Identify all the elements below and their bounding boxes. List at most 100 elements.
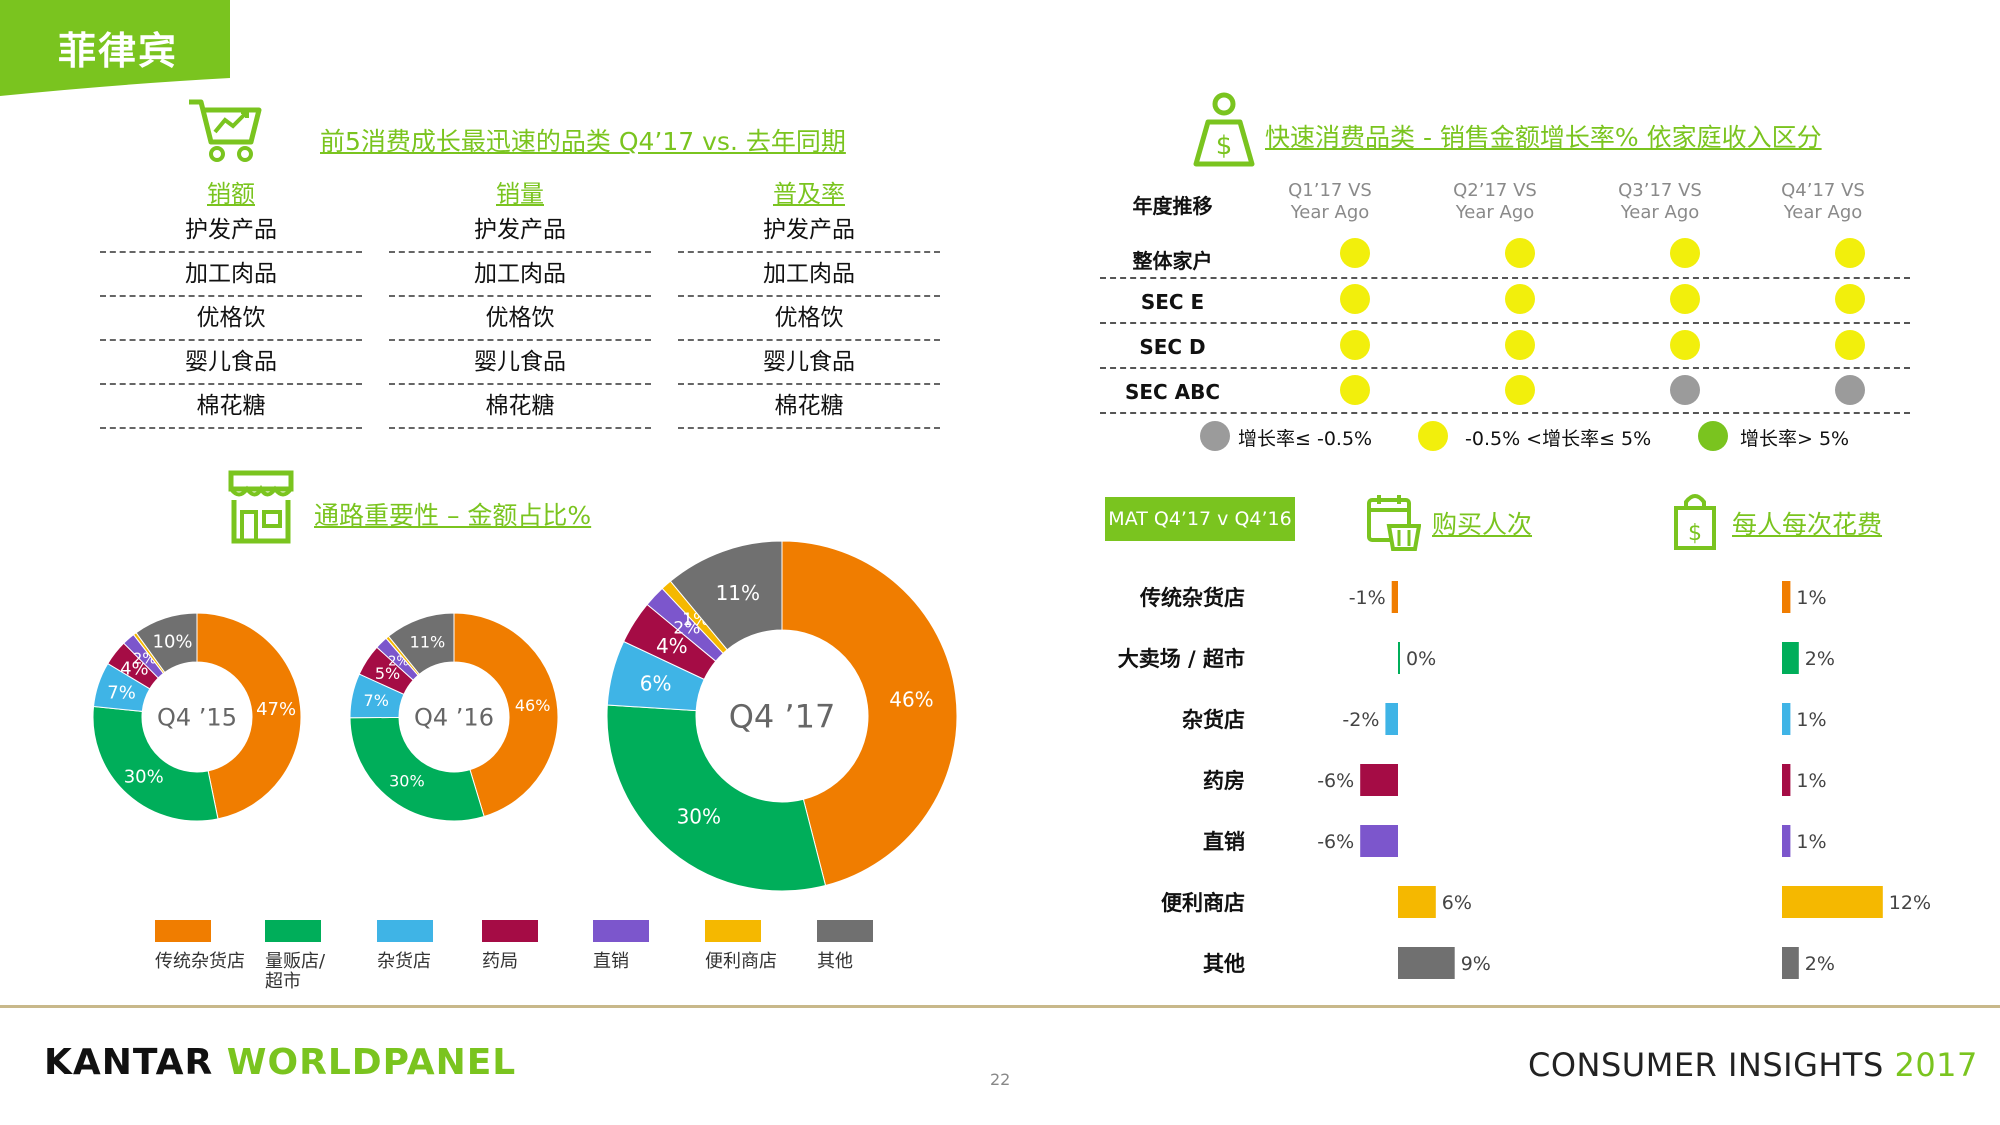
period-line: Q3’17 VS (1618, 180, 1702, 201)
period-line: Year Ago (1455, 202, 1535, 223)
status-dot (1505, 375, 1535, 405)
penetration-column: 普及率 护发产品 加工肉品 优格饮 婴儿食品 棉花糖 (678, 174, 940, 429)
table-cell: 优格饮 (678, 297, 940, 341)
table-cell: 婴儿食品 (100, 341, 362, 385)
period-line: Year Ago (1783, 202, 1863, 223)
shopper-money-icon: $ (1193, 92, 1255, 167)
period-header: Q3’17 VS Year Ago (1595, 180, 1725, 224)
spend-value-label: 1% (1796, 587, 1826, 609)
shoppers-bar (1398, 642, 1400, 674)
status-dot (1340, 238, 1370, 268)
bar-category-label: 杂货店 (1182, 708, 1245, 732)
legend-swatch (265, 920, 321, 942)
donut-slice (606, 704, 827, 892)
shoppers-header: 购买人次 (1432, 510, 1533, 539)
svg-text:$: $ (1216, 131, 1233, 161)
mat-badge: MAT Q4’17 v Q4’16 (1105, 497, 1295, 541)
status-dot (1835, 330, 1865, 360)
channel-title: 通路重要性 – 金额占比% (314, 501, 592, 530)
legend-dot-high (1698, 421, 1728, 451)
top-categories-title: 前5消费成长最迅速的品类 Q4’17 vs. 去年同期 (320, 127, 846, 156)
grid-divider (1100, 277, 1910, 279)
period-line: Q4’17 VS (1781, 180, 1865, 201)
store-icon (228, 470, 294, 544)
status-dot (1505, 284, 1535, 314)
bar-category-label: 药房 (1203, 769, 1245, 793)
spend-bar (1782, 642, 1799, 674)
legend-swatch (482, 920, 538, 942)
footer-tagline: CONSUMER INSIGHTS 2017 (1528, 1046, 1978, 1084)
brand-worldpanel: WORLDPANEL (226, 1042, 517, 1083)
table-cell: 加工肉品 (389, 253, 651, 297)
shoppers-bar (1398, 886, 1436, 918)
legend-label: 直销 (593, 951, 629, 972)
country-tab (0, 0, 230, 96)
donut-value-label: 30% (677, 805, 721, 829)
shoppers-value-label: -2% (1342, 709, 1379, 731)
spend-header: 每人每次花费 (1732, 510, 1883, 539)
shoppers-value-label: -6% (1317, 770, 1354, 792)
donut-value-label: 5% (375, 664, 400, 683)
status-dot (1835, 284, 1865, 314)
status-dot (1670, 284, 1700, 314)
shopping-basket-icon (1367, 495, 1421, 551)
donut-value-label: 4% (656, 634, 688, 658)
footer-rule (0, 1005, 2000, 1008)
shoppers-bar (1385, 703, 1398, 735)
shoppers-bar (1360, 825, 1398, 857)
donut-value-label: 7% (107, 682, 136, 703)
shoppers-value-label: 9% (1461, 953, 1491, 975)
grid-row-label: SEC E (1140, 290, 1205, 314)
table-cell: 护发产品 (100, 209, 362, 253)
legend-swatch (593, 920, 649, 942)
donut-slice (387, 612, 455, 675)
table-cell: 护发产品 (678, 209, 940, 253)
status-dot (1340, 375, 1370, 405)
period-line: Q1’17 VS (1288, 180, 1372, 201)
status-dot (1835, 238, 1865, 268)
donut-value-label: 2% (673, 619, 700, 639)
shopping-bag-icon: $ (1674, 494, 1716, 550)
bar-category-label: 传统杂货店 (1139, 586, 1245, 610)
donut-value-label: 4% (120, 658, 149, 679)
table-cell: 棉花糖 (678, 385, 940, 429)
status-dot (1835, 375, 1865, 405)
page-number: 22 (990, 1070, 1011, 1089)
bar-category-label: 其他 (1203, 952, 1245, 976)
period-header: Q1’17 VS Year Ago (1265, 180, 1395, 224)
shoppers-value-label: 0% (1406, 648, 1436, 670)
shoppers-value-label: 6% (1442, 892, 1472, 914)
table-cell: 优格饮 (100, 297, 362, 341)
grid-row-header: 年度推移 (1132, 194, 1213, 218)
donut-value-label: 46% (515, 696, 551, 715)
donut-center-label: Q4 ’17 (729, 698, 836, 736)
donut-slice (669, 540, 783, 651)
status-dot (1670, 330, 1700, 360)
legend-label: 药局 (482, 951, 518, 972)
spend-value-label: 2% (1805, 648, 1835, 670)
country-label: 菲律宾 (58, 29, 179, 73)
donut-slice (349, 716, 485, 822)
period-line: Q2’17 VS (1453, 180, 1537, 201)
legend-dot-mid (1418, 421, 1448, 451)
legend-label-high: 增长率> 5% (1740, 428, 1850, 450)
donut-center-label: Q4 ’16 (414, 704, 494, 732)
legend-label: 量贩店/超市 (265, 951, 326, 992)
spend-bar (1782, 825, 1791, 857)
status-dot (1670, 375, 1700, 405)
grid-row-label: SEC ABC (1124, 380, 1221, 404)
donut-slice (453, 612, 559, 818)
spend-bar (1782, 703, 1791, 735)
brand-kantar: KANTAR (44, 1042, 214, 1083)
channel-donut-charts: 47%30%7%4%2%10%Q4 ’15 46%30%7%5%2%11%Q4 ’… (92, 540, 958, 892)
volume-column: 销量 护发产品 加工肉品 优格饮 婴儿食品 棉花糖 (389, 174, 651, 429)
donut-value-label: 10% (153, 632, 193, 653)
spend-value-label: 2% (1805, 953, 1835, 975)
svg-text:$: $ (1688, 521, 1702, 546)
status-dot (1505, 330, 1535, 360)
shoppers-bar (1398, 947, 1455, 979)
donut-value-label: 30% (124, 766, 164, 787)
spend-value-label: 1% (1796, 770, 1826, 792)
column-header-sales: 销额 (207, 180, 255, 208)
donut-slice (196, 612, 302, 820)
